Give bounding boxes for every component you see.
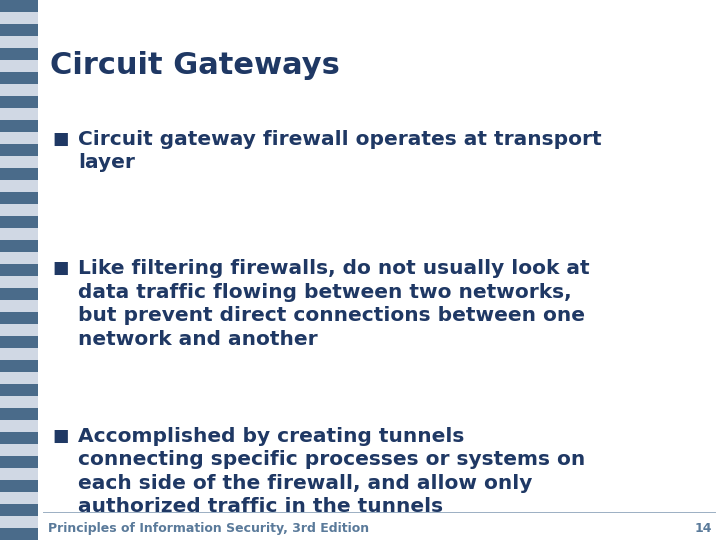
Bar: [0, 348, 38, 360]
Bar: [0, 168, 38, 180]
Bar: [0, 0, 38, 12]
Text: ■: ■: [52, 130, 68, 147]
Bar: [0, 156, 38, 168]
Bar: [0, 72, 38, 84]
Bar: [0, 432, 38, 444]
Bar: [0, 120, 38, 132]
Bar: [0, 480, 38, 492]
Bar: [0, 240, 38, 252]
Bar: [0, 264, 38, 276]
Bar: [0, 144, 38, 156]
Bar: [0, 396, 38, 408]
Bar: [0, 12, 38, 24]
Bar: [0, 252, 38, 264]
Bar: [0, 300, 38, 312]
Bar: [0, 468, 38, 480]
Bar: [0, 228, 38, 240]
Bar: [0, 96, 38, 108]
Text: Circuit Gateways: Circuit Gateways: [50, 51, 340, 79]
Text: Like filtering firewalls, do not usually look at
data traffic flowing between tw: Like filtering firewalls, do not usually…: [78, 259, 590, 349]
Bar: [0, 492, 38, 504]
Bar: [0, 456, 38, 468]
Text: ■: ■: [52, 427, 68, 444]
Bar: [0, 204, 38, 216]
Bar: [0, 60, 38, 72]
Bar: [0, 192, 38, 204]
Bar: [0, 288, 38, 300]
Bar: [0, 84, 38, 96]
Bar: [0, 528, 38, 540]
Text: 14: 14: [695, 522, 712, 535]
Bar: [0, 408, 38, 420]
Bar: [0, 420, 38, 432]
Bar: [0, 108, 38, 120]
Text: ■: ■: [52, 259, 68, 277]
Bar: [0, 216, 38, 228]
Bar: [0, 384, 38, 396]
Bar: [0, 444, 38, 456]
Bar: [0, 180, 38, 192]
Text: Principles of Information Security, 3rd Edition: Principles of Information Security, 3rd …: [48, 522, 369, 535]
Bar: [0, 276, 38, 288]
Bar: [0, 516, 38, 528]
Bar: [0, 504, 38, 516]
Bar: [0, 324, 38, 336]
Bar: [0, 336, 38, 348]
Bar: [0, 36, 38, 48]
Bar: [0, 372, 38, 384]
Bar: [0, 24, 38, 36]
Text: Circuit gateway firewall operates at transport
layer: Circuit gateway firewall operates at tra…: [78, 130, 602, 172]
Bar: [0, 312, 38, 324]
Bar: [0, 132, 38, 144]
Bar: [0, 360, 38, 372]
Bar: [0, 48, 38, 60]
Text: Accomplished by creating tunnels
connecting specific processes or systems on
eac: Accomplished by creating tunnels connect…: [78, 427, 585, 516]
